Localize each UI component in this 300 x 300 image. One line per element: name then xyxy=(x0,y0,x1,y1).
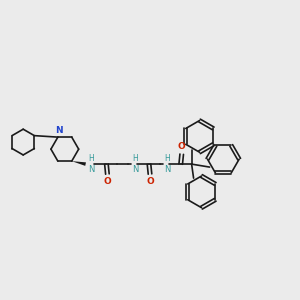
Text: O: O xyxy=(178,142,186,151)
Text: N: N xyxy=(55,126,63,135)
Polygon shape xyxy=(72,161,86,166)
Text: O: O xyxy=(103,177,111,186)
Text: N: N xyxy=(164,165,170,174)
Text: H: H xyxy=(88,154,94,163)
Text: H: H xyxy=(164,154,169,163)
Text: O: O xyxy=(146,177,154,186)
Text: H: H xyxy=(132,154,138,163)
Text: N: N xyxy=(88,165,95,174)
Text: N: N xyxy=(132,165,139,174)
